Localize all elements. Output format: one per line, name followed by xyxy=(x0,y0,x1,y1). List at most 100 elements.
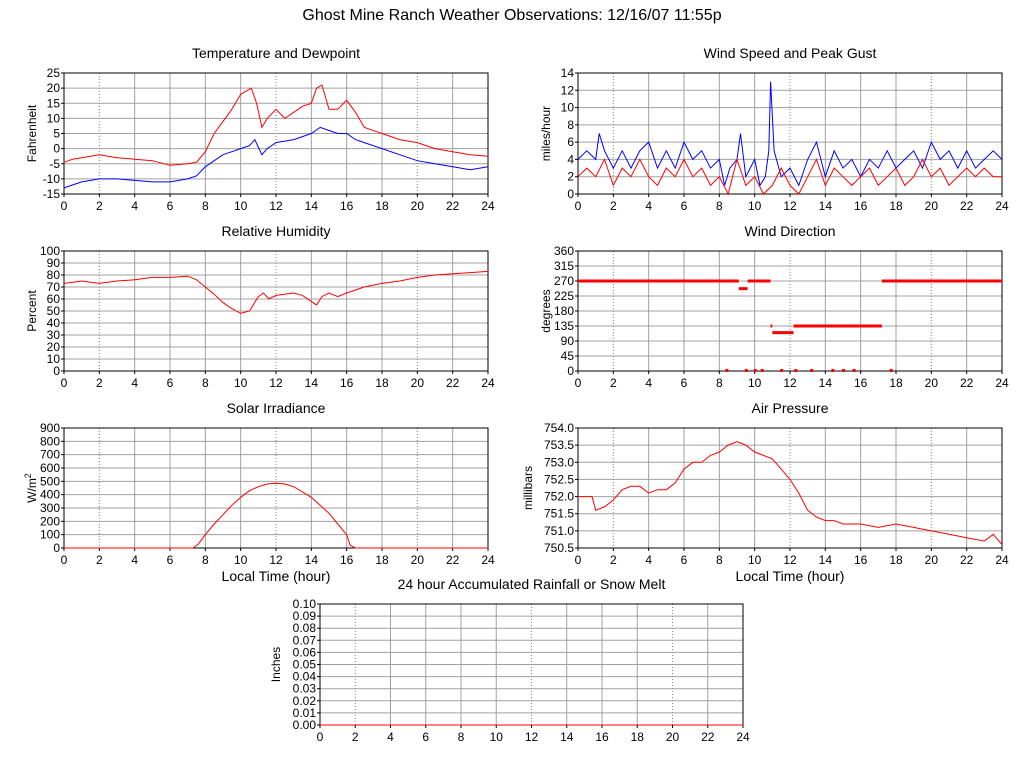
y-tick-label: 700 xyxy=(40,448,60,462)
y-tick-label: 0.03 xyxy=(293,682,317,696)
y-tick-label: 25 xyxy=(47,66,61,80)
x-tick-label: 18 xyxy=(631,730,645,744)
x-tick-label: 16 xyxy=(854,553,868,567)
y-tick-label: 753.5 xyxy=(544,438,574,452)
x-tick-label: 24 xyxy=(481,376,495,390)
y-tick-label: 12 xyxy=(561,83,575,97)
y-tick-label: 0 xyxy=(567,187,574,201)
chart-rain: 24 hour Accumulated Rainfall or Snow Mel… xyxy=(269,576,750,744)
direction-point xyxy=(744,369,748,372)
x-tick-label: 16 xyxy=(340,376,354,390)
x-tick-label: 4 xyxy=(131,553,138,567)
y-axis-label: millibars xyxy=(521,466,535,510)
x-tick-label: 2 xyxy=(610,376,617,390)
page-title: Ghost Mine Ranch Weather Observations: 1… xyxy=(302,7,722,24)
x-tick-label: 22 xyxy=(960,553,974,567)
chart-rh: Relative Humidity01020304050607080901000… xyxy=(25,223,495,390)
x-tick-label: 18 xyxy=(375,199,389,213)
x-tick-label: 10 xyxy=(748,553,762,567)
x-tick-label: 4 xyxy=(645,553,652,567)
y-tick-label: 0.00 xyxy=(293,718,317,732)
direction-point xyxy=(889,369,893,372)
x-tick-label: 0 xyxy=(575,199,582,213)
y-axis-label-text: degrees xyxy=(539,289,553,332)
y-tick-label: 8 xyxy=(567,118,574,132)
y-tick-label: 0.05 xyxy=(293,658,317,672)
series-line-1 xyxy=(63,126,489,189)
y-axis-label-text: Inches xyxy=(269,647,283,682)
chart-title: Relative Humidity xyxy=(222,223,331,239)
x-tick-label: 20 xyxy=(411,553,425,567)
x-tick-label: 6 xyxy=(681,553,688,567)
direction-point xyxy=(725,369,729,372)
y-tick-label: 0.01 xyxy=(293,706,317,720)
x-tick-label: 24 xyxy=(995,199,1009,213)
x-tick-label: 10 xyxy=(234,553,248,567)
x-tick-label: 4 xyxy=(387,730,394,744)
x-tick-label: 20 xyxy=(925,376,939,390)
x-tick-label: 16 xyxy=(340,199,354,213)
y-axis-label: Fahrenheit xyxy=(25,104,39,162)
y-tick-label: 0.02 xyxy=(293,694,317,708)
x-tick-label: 20 xyxy=(925,199,939,213)
x-tick-label: 24 xyxy=(995,553,1009,567)
y-tick-label: 14 xyxy=(561,66,575,80)
chart-title: Wind Speed and Peak Gust xyxy=(704,45,877,61)
x-tick-label: 20 xyxy=(666,730,680,744)
y-tick-label: 300 xyxy=(40,501,60,515)
series-line-0 xyxy=(577,81,1003,187)
y-tick-label: 754.0 xyxy=(544,421,574,435)
x-tick-label: 4 xyxy=(131,199,138,213)
y-tick-label: 270 xyxy=(554,274,574,288)
x-tick-label: 2 xyxy=(610,199,617,213)
y-tick-label: 0 xyxy=(53,142,60,156)
y-tick-label: 70 xyxy=(47,280,61,294)
x-tick-label: 12 xyxy=(525,730,539,744)
x-tick-label: 10 xyxy=(234,199,248,213)
direction-point xyxy=(753,369,757,372)
x-tick-label: 6 xyxy=(167,553,174,567)
y-tick-label: 15 xyxy=(47,96,61,110)
y-tick-label: 0.06 xyxy=(293,645,317,659)
x-tick-label: 14 xyxy=(305,376,319,390)
x-tick-label: 8 xyxy=(716,199,723,213)
x-tick-label: 12 xyxy=(269,376,283,390)
direction-point xyxy=(852,369,856,372)
series-line-1 xyxy=(577,157,1002,196)
series-line-0 xyxy=(578,441,1003,545)
y-tick-label: 50 xyxy=(47,304,61,318)
x-tick-label: 14 xyxy=(819,199,833,213)
x-axis-label: Local Time (hour) xyxy=(736,568,845,584)
x-tick-label: 18 xyxy=(889,199,903,213)
y-tick-label: 0.04 xyxy=(293,670,317,684)
x-tick-label: 24 xyxy=(481,199,495,213)
y-tick-label: 751.5 xyxy=(544,507,574,521)
y-tick-label: -15 xyxy=(43,187,61,201)
x-tick-label: 16 xyxy=(854,199,868,213)
x-tick-label: 12 xyxy=(269,553,283,567)
y-tick-label: 10 xyxy=(47,111,61,125)
chart-title: 24 hour Accumulated Rainfall or Snow Mel… xyxy=(398,576,666,592)
x-tick-label: 8 xyxy=(202,376,209,390)
chart-solar: Solar Irradiance010020030040050060070080… xyxy=(23,400,495,584)
x-tick-label: 8 xyxy=(202,199,209,213)
x-tick-label: 8 xyxy=(716,376,723,390)
x-tick-label: 16 xyxy=(340,553,354,567)
y-axis-label: degrees xyxy=(539,289,553,332)
y-tick-label: 40 xyxy=(47,316,61,330)
x-tick-label: 0 xyxy=(317,730,324,744)
x-tick-label: 0 xyxy=(575,376,582,390)
y-tick-label: 10 xyxy=(561,101,575,115)
x-tick-label: 18 xyxy=(375,553,389,567)
y-tick-label: 752.0 xyxy=(544,490,574,504)
y-axis-label-text: Percent xyxy=(25,290,39,332)
x-tick-label: 4 xyxy=(645,199,652,213)
x-tick-label: 6 xyxy=(167,376,174,390)
y-tick-label: 752.5 xyxy=(544,472,574,486)
y-axis-label-text: millibars xyxy=(521,466,535,510)
y-tick-label: 0 xyxy=(567,364,574,378)
y-axis-label: miles/hour xyxy=(539,106,553,161)
y-tick-label: 4 xyxy=(567,152,574,166)
y-tick-label: 60 xyxy=(47,292,61,306)
y-tick-label: 100 xyxy=(40,244,60,258)
